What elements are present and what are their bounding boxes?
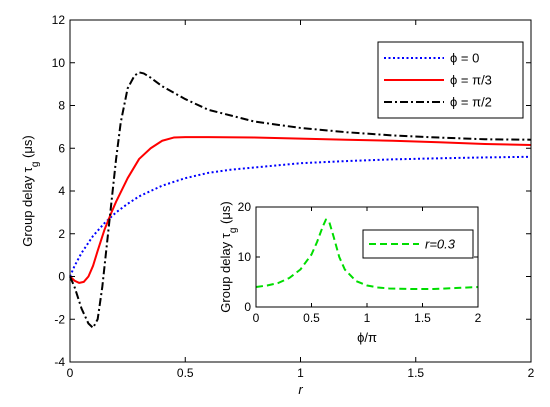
- main-y-tick-label-7: 10: [52, 56, 66, 70]
- main-y-tick-label-2: 0: [58, 270, 65, 284]
- inset-x-tick-label-4: 2: [475, 311, 482, 325]
- inset-x-axis-label: ϕ/π: [357, 330, 377, 345]
- main-x-axis-label: r: [298, 382, 303, 397]
- main-x-tick-label-4: 2: [528, 366, 535, 380]
- main-y-tick-label-5: 6: [58, 141, 65, 155]
- main-x-tick-label-3: 1.5: [407, 366, 424, 380]
- inset-y-axis-label-tau: τ: [218, 232, 233, 238]
- main-x-tick-label-1: 0.5: [177, 366, 194, 380]
- inset-x-tick-label-0: 0: [253, 311, 260, 325]
- main-y-tick-label-1: -2: [54, 312, 65, 326]
- inset-y-axis-label: Group delay τg (μs): [218, 201, 239, 312]
- inset-y-axis-label-prefix: Group delay: [218, 238, 233, 312]
- main-y-axis-label-tau: τ: [20, 166, 35, 172]
- main-y-axis-label-prefix: Group delay: [20, 172, 35, 246]
- main-legend-label-2: ϕ = π/2: [450, 95, 492, 110]
- inset-x-tick-label-2: 1: [364, 311, 371, 325]
- main-y-tick-label-0: -4: [54, 355, 65, 369]
- inset-x-tick-label-1: 0.5: [303, 311, 320, 325]
- inset-y-axis-label-unit: (μs): [218, 201, 233, 227]
- main-x-tick-label-0: 0: [67, 366, 74, 380]
- inset-y-tick-label-1: 10: [238, 250, 252, 264]
- main-y-axis-label: Group delay τg (μs): [20, 135, 41, 246]
- main-series-line-1: [69, 136, 532, 284]
- main-series-line-0: [69, 155, 532, 277]
- main-y-tick-label-6: 8: [58, 99, 65, 113]
- main-y-axis-label-unit: (μs): [20, 135, 35, 161]
- main-series-line-2: [69, 71, 532, 329]
- main-x-tick-label-2: 1: [297, 366, 304, 380]
- main-legend-label-0: ϕ = 0: [450, 51, 479, 66]
- inset-series-line-0: [255, 218, 479, 290]
- inset-y-axis-label-sub: g: [228, 228, 239, 234]
- inset-y-tick-label-0: 0: [244, 300, 251, 314]
- inset-legend-label-0: r=0.3: [425, 237, 456, 252]
- main-legend-box: [377, 41, 524, 119]
- inset-y-tick-label-2: 20: [238, 200, 252, 214]
- inset-x-tick-label-3: 1.5: [414, 311, 431, 325]
- main-y-axis-label-sub: g: [30, 162, 41, 168]
- main-legend-label-1: ϕ = π/3: [450, 73, 492, 88]
- main-y-tick-label-8: 12: [52, 13, 66, 27]
- main-y-tick-label-4: 4: [58, 184, 65, 198]
- main-y-tick-label-3: 2: [58, 227, 65, 241]
